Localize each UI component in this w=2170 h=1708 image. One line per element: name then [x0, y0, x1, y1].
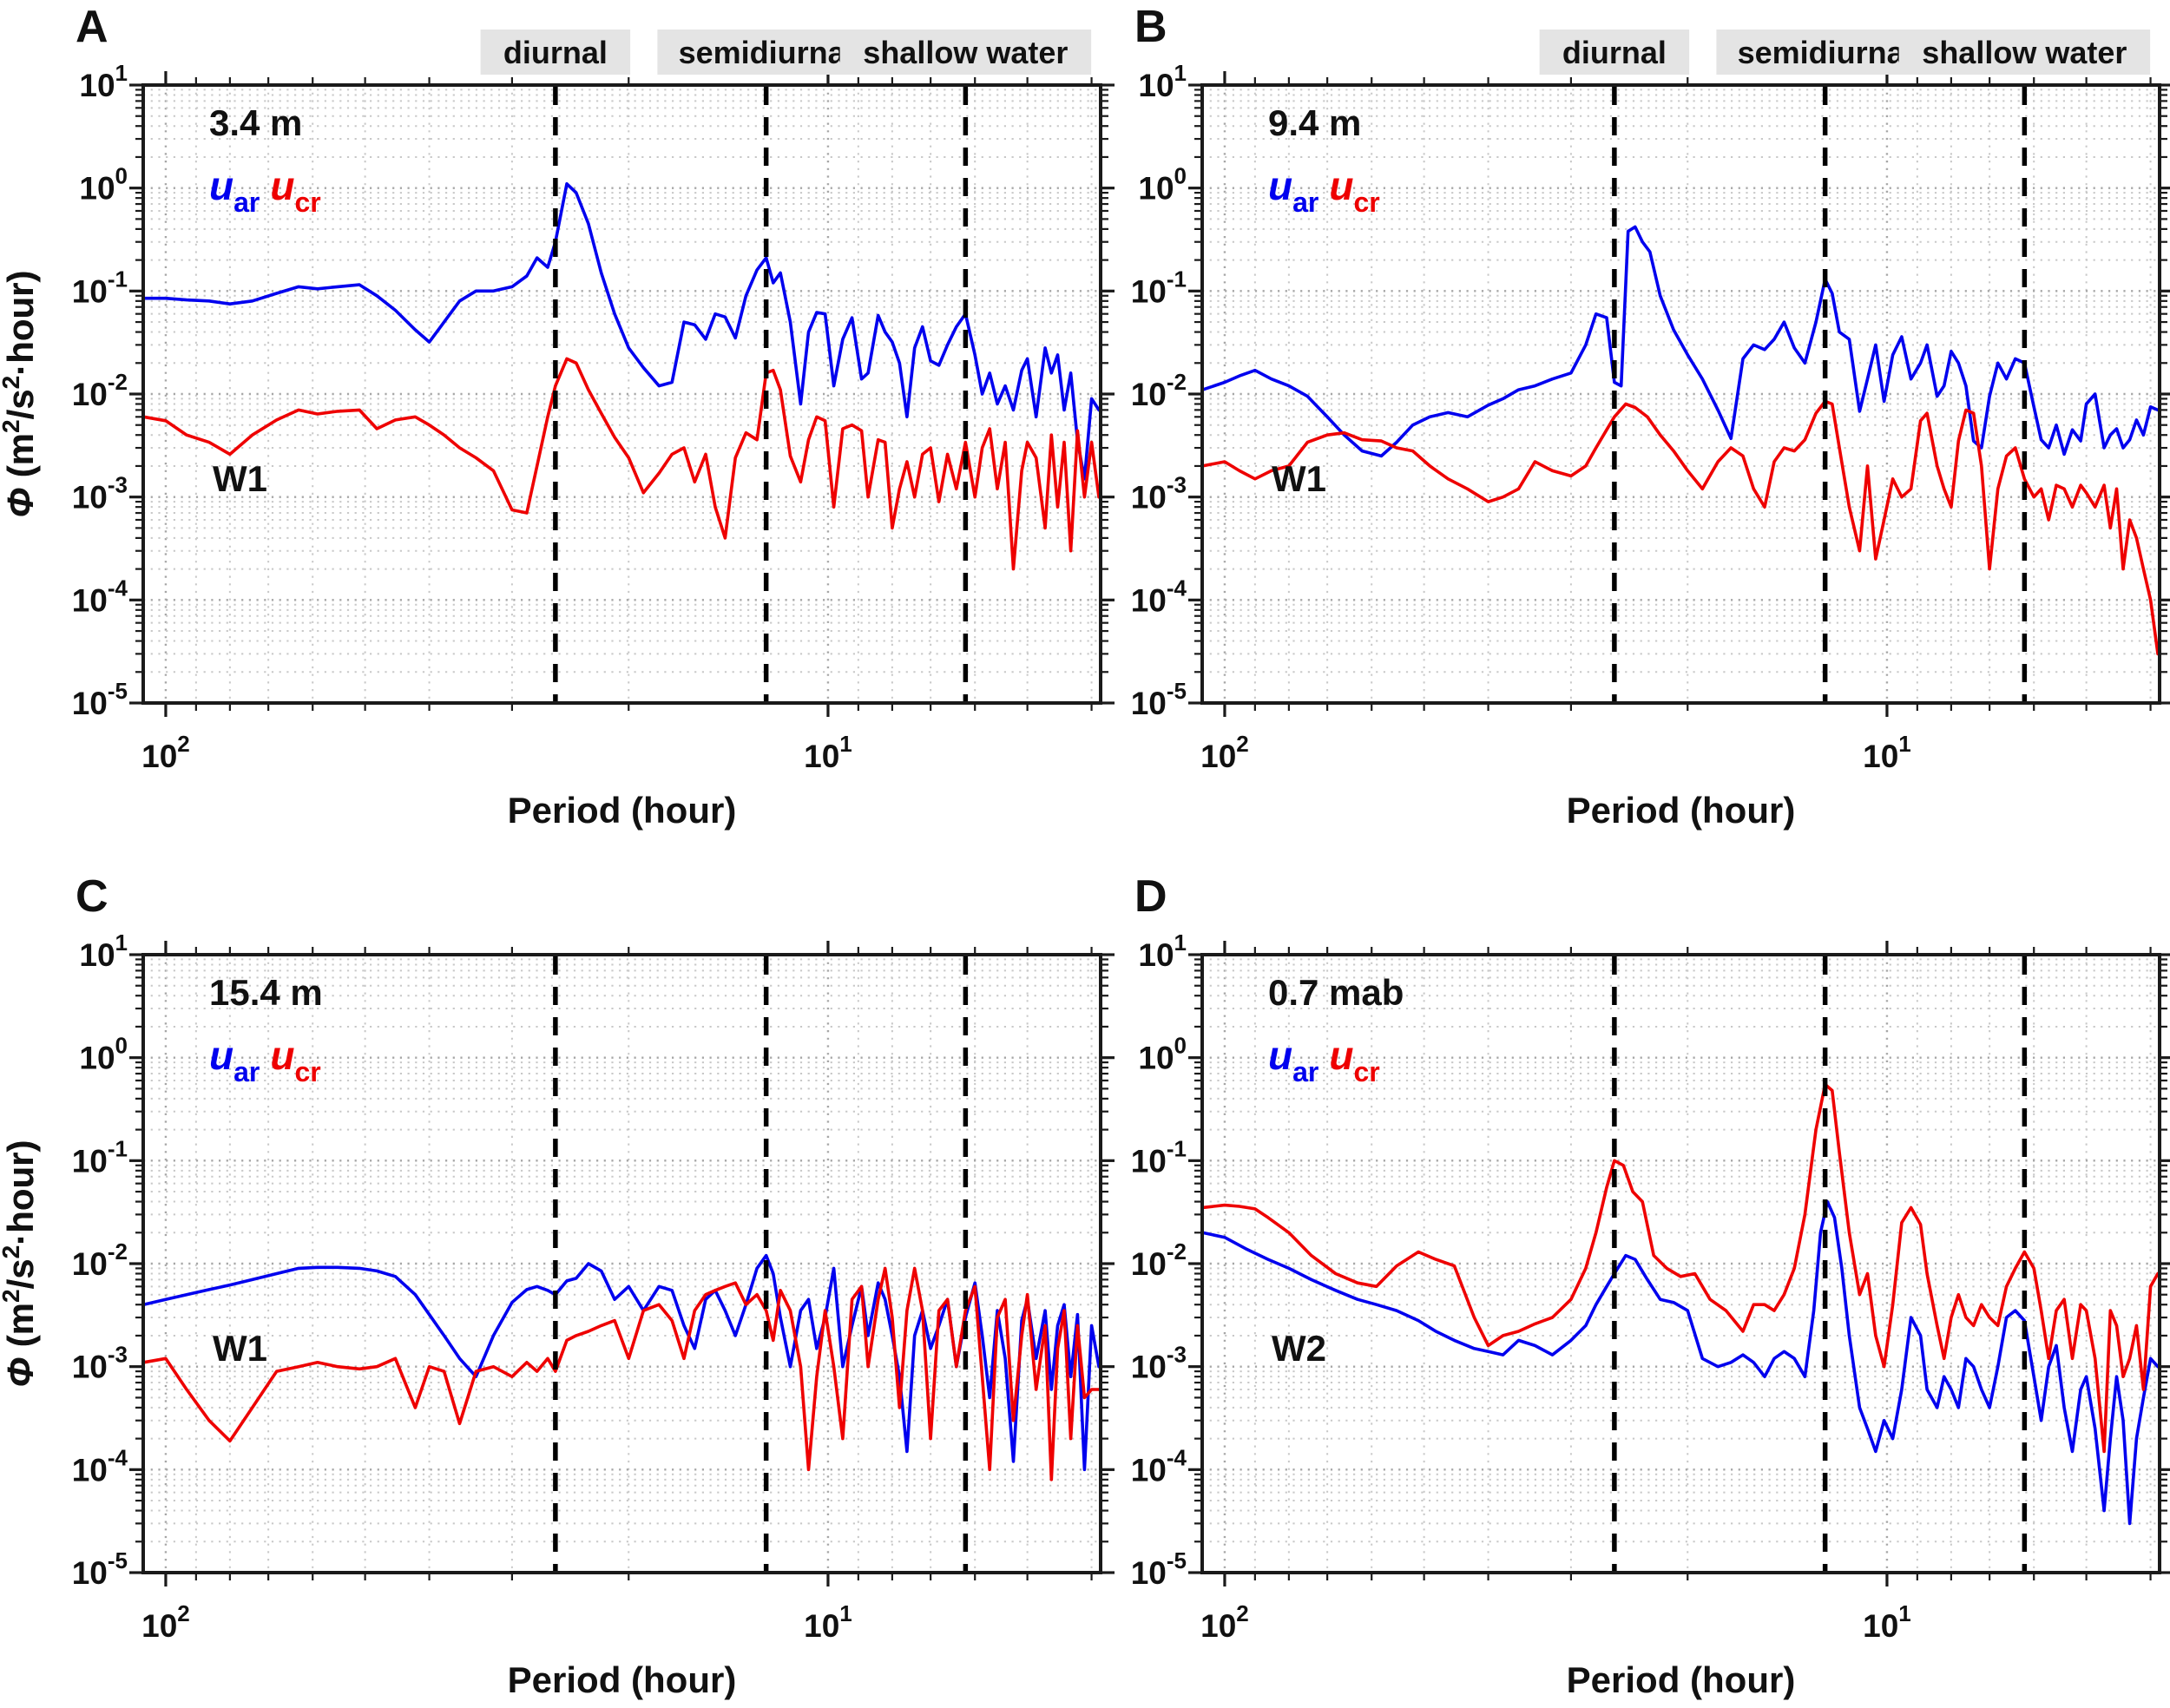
band-label-semidiurnal: semidiurnal — [679, 35, 854, 70]
plot-frame — [1200, 953, 2161, 1574]
y-tick-label: 101 — [1138, 930, 1187, 973]
band-label-box-semidiurnal — [1716, 30, 1934, 75]
y-tick-label: 10-2 — [72, 369, 128, 412]
site-label: W1 — [213, 1328, 267, 1369]
ticks — [1188, 71, 2170, 717]
y-axis-title: Φ (m2/s2·hour) — [0, 1140, 41, 1387]
panel-letter: A — [76, 2, 108, 52]
y-tick-label: 10-1 — [72, 266, 128, 309]
y-tick-label: 10-1 — [1131, 266, 1187, 309]
y-axis-title: Φ (m2/s2·hour) — [0, 1140, 41, 1387]
site-label: W2 — [1272, 1328, 1326, 1369]
legend: uar ucr — [209, 163, 321, 218]
x-tick-label: 102 — [141, 1600, 190, 1644]
y-tick-label: 10-3 — [72, 472, 128, 516]
depth-label: 3.4 m — [209, 102, 302, 143]
y-tick-label: 10-4 — [72, 575, 128, 618]
legend: uar ucr — [209, 1033, 321, 1087]
series-line-u_cr — [143, 1266, 1101, 1481]
panel-letter: B — [1134, 2, 1167, 52]
y-tick-label: 10-1 — [1131, 1135, 1187, 1179]
y-axis-title: Φ (m2/s2·hour) — [0, 270, 41, 517]
x-tick-label: 101 — [804, 731, 852, 774]
y-tick-label: 101 — [1138, 60, 1187, 103]
y-tick-label: 100 — [79, 163, 128, 207]
band-label-box-shallow-water — [839, 30, 1092, 75]
grid — [143, 85, 1101, 705]
band-label-shallow-water: shallow water — [863, 35, 1068, 70]
band-label-box-diurnal — [1539, 30, 1690, 75]
series-line-u_ar — [1202, 225, 2160, 458]
site-label: W1 — [1272, 458, 1326, 499]
grid — [143, 955, 1101, 1574]
y-tick-label: 10-4 — [72, 1444, 128, 1488]
panel-D: 101 100 10-1 10-2 10-3 10-4 10-5 102 101 Period (… — [0, 871, 2170, 1700]
y-tick-label: 10-3 — [72, 1342, 128, 1385]
y-tick-label: 10-1 — [72, 1135, 128, 1179]
x-tick-label: 101 — [804, 1600, 852, 1644]
y-tick-label: 100 — [79, 1033, 128, 1076]
band-label-diurnal: diurnal — [503, 35, 608, 70]
x-tick-label: 101 — [1863, 731, 1911, 774]
depth-label: 0.7 mab — [1268, 972, 1404, 1013]
band-label-box-shallow-water — [1898, 30, 2151, 75]
x-tick-label: 102 — [1200, 731, 1249, 774]
panel-A: diurnal semidiurnal shallow water 101 100 10-… — [0, 2, 1115, 831]
y-tick-label: 101 — [79, 930, 128, 973]
y-tick-label: 101 — [79, 60, 128, 103]
x-axis-title: Period (hour) — [508, 790, 737, 831]
plot-frame — [1200, 83, 2161, 705]
y-tick-label: 10-3 — [1131, 1342, 1187, 1385]
y-tick-label: 10-4 — [1131, 1444, 1187, 1488]
x-axis-title: Period (hour) — [508, 1659, 737, 1700]
y-tick-label: 10-5 — [72, 1547, 128, 1591]
x-tick-label: 102 — [141, 731, 190, 774]
y-tick-label: 10-3 — [1131, 472, 1187, 516]
panel-letter: D — [1134, 871, 1167, 922]
depth-label: 9.4 m — [1268, 102, 1361, 143]
grid — [1202, 85, 2160, 705]
y-tick-label: 10-2 — [1131, 369, 1187, 412]
series-group — [143, 1253, 1101, 1481]
plot-frame — [141, 83, 1102, 705]
legend: uar ucr — [1268, 1033, 1380, 1087]
panel-B: diurnal semidiurnal shallow water 101 100 10-… — [0, 2, 2170, 831]
y-tick-label: 10-5 — [1131, 678, 1187, 721]
y-tick-label: 10-5 — [72, 678, 128, 721]
x-axis-title: Period (hour) — [1567, 1659, 1796, 1700]
series-group — [1202, 225, 2160, 656]
series-line-u_cr — [1202, 399, 2160, 656]
series-line-u_cr — [143, 357, 1101, 571]
band-label-semidiurnal: semidiurnal — [1738, 35, 1913, 70]
y-tick-label: 10-2 — [72, 1238, 128, 1282]
grid — [1202, 955, 2160, 1574]
x-tick-label: 102 — [1200, 1600, 1249, 1644]
site-label: W1 — [213, 458, 267, 499]
series-line-u_ar — [143, 182, 1101, 481]
plot-frame — [141, 953, 1102, 1574]
band-label-diurnal: diurnal — [1562, 35, 1667, 70]
series-line-u_ar — [1202, 1199, 2160, 1526]
legend: uar ucr — [1268, 163, 1380, 218]
y-tick-label: 100 — [1138, 1033, 1187, 1076]
y-tick-label: 10-2 — [1131, 1238, 1187, 1282]
panel-letter: C — [76, 871, 108, 922]
y-tick-label: 10-5 — [1131, 1547, 1187, 1591]
x-tick-label: 101 — [1863, 1600, 1911, 1644]
y-tick-label: 10-4 — [1131, 575, 1187, 618]
x-axis-title: Period (hour) — [1567, 790, 1796, 831]
panel-C: 101 100 10-1 10-2 10-3 10-4 10-5 102 101 Period (… — [0, 871, 1115, 1700]
series-group — [143, 182, 1101, 571]
band-label-box-semidiurnal — [657, 30, 875, 75]
band-label-box-diurnal — [480, 30, 631, 75]
y-axis-title: Φ (m2/s2·hour) — [0, 270, 41, 517]
depth-label: 15.4 m — [209, 972, 323, 1013]
band-label-shallow-water: shallow water — [1922, 35, 2127, 70]
y-tick-label: 100 — [1138, 163, 1187, 207]
